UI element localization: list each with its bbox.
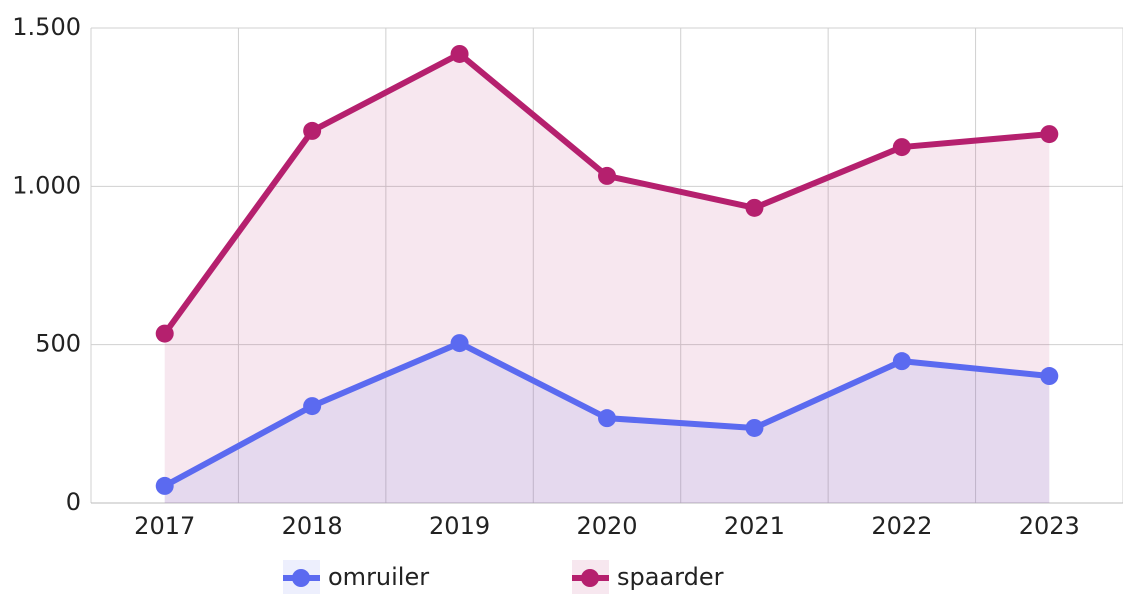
y-tick-label: 500 xyxy=(35,330,81,358)
point xyxy=(155,324,174,343)
point xyxy=(598,166,616,185)
legend-dot xyxy=(292,569,310,587)
y-tick-label: 1.500 xyxy=(12,13,81,41)
area xyxy=(164,53,1050,503)
x-tick-label: 2017 xyxy=(134,512,195,540)
point xyxy=(892,352,911,371)
x-tick-label: 2018 xyxy=(282,512,343,540)
x-tick-label: 2019 xyxy=(429,512,490,540)
point xyxy=(450,334,469,353)
point xyxy=(303,397,322,416)
legend-dot xyxy=(581,569,599,587)
point xyxy=(1040,367,1059,386)
x-tick-label: 2022 xyxy=(871,512,932,540)
x-tick-label: 2021 xyxy=(724,512,785,540)
point xyxy=(303,121,322,140)
y-tick-label: 0 xyxy=(66,488,81,516)
x-tick-label: 2020 xyxy=(576,512,637,540)
point xyxy=(598,409,616,428)
x-tick-label: 2023 xyxy=(1019,512,1080,540)
legend-label: spaarder xyxy=(617,563,724,591)
point xyxy=(892,138,911,157)
point xyxy=(1040,125,1059,144)
point xyxy=(745,198,764,217)
point xyxy=(155,476,174,495)
legend-label: omruiler xyxy=(328,563,429,591)
point xyxy=(745,418,764,437)
point xyxy=(450,44,469,63)
y-tick-label: 1.000 xyxy=(12,171,81,199)
